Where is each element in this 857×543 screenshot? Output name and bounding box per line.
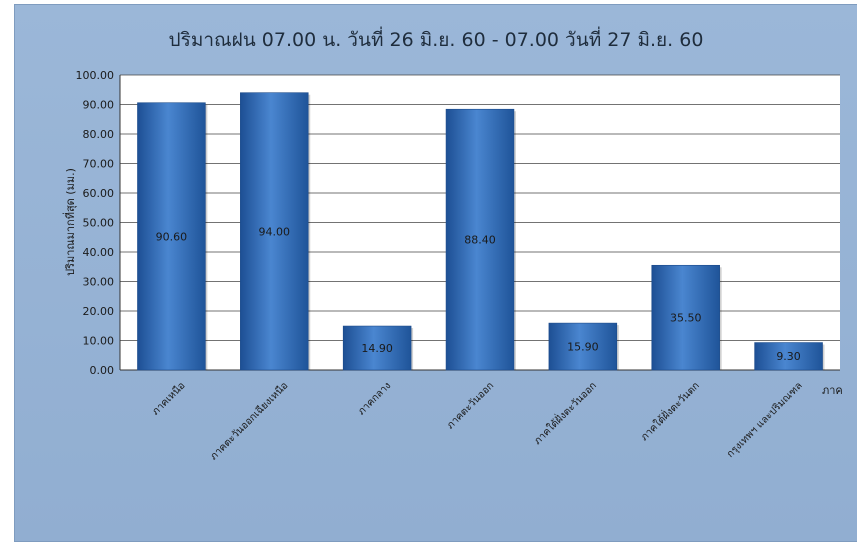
y-tick-label: 20.00	[83, 305, 115, 318]
data-label: 15.90	[567, 341, 599, 354]
bar	[137, 102, 206, 371]
chart-title: ปริมาณฝน 07.00 น. วันที่ 26 มิ.ย. 60 - 0…	[168, 29, 704, 51]
data-label: 14.90	[361, 342, 393, 355]
category-label: ภาคตะวันออกเฉียงเหนือ	[208, 380, 291, 463]
y-tick-label: 60.00	[83, 187, 115, 200]
y-tick-label: 50.00	[83, 217, 115, 230]
y-tick-label: 70.00	[83, 158, 115, 171]
bar	[445, 108, 515, 371]
y-tick-label: 90.00	[83, 99, 115, 112]
category-label: ภาคตะวันออก	[445, 380, 496, 431]
data-label: 9.30	[776, 350, 801, 363]
y-tick-label: 80.00	[83, 128, 115, 141]
y-tick-label: 100.00	[76, 69, 115, 82]
y-tick-label: 10.00	[83, 335, 115, 348]
category-label: กรุงเทพฯ และปริมณฑล	[725, 380, 805, 460]
data-label: 88.40	[464, 234, 496, 247]
bar	[240, 92, 309, 371]
data-label: 94.00	[259, 225, 291, 238]
y-tick-label: 30.00	[83, 276, 115, 289]
bar	[754, 342, 823, 371]
category-label: ภาคใต้ฝั่งตะวันออก	[530, 378, 599, 447]
y-tick-label: 40.00	[83, 246, 115, 259]
y-tick-label: 0.00	[90, 364, 115, 377]
bar	[548, 322, 618, 371]
data-label: 35.50	[670, 312, 702, 325]
x-axis-title: ภาค	[822, 384, 843, 397]
data-label: 90.60	[156, 230, 188, 243]
category-label: ภาคเหนือ	[150, 380, 188, 418]
category-label: ภาคกลาง	[356, 380, 393, 417]
bars	[137, 92, 825, 371]
category-label: ภาคใต้ฝั่งตะวันตก	[637, 378, 702, 443]
bar	[651, 264, 720, 371]
y-axis-title: ปริมาณมากที่สุด (มม.)	[62, 168, 77, 276]
bar	[342, 325, 412, 371]
